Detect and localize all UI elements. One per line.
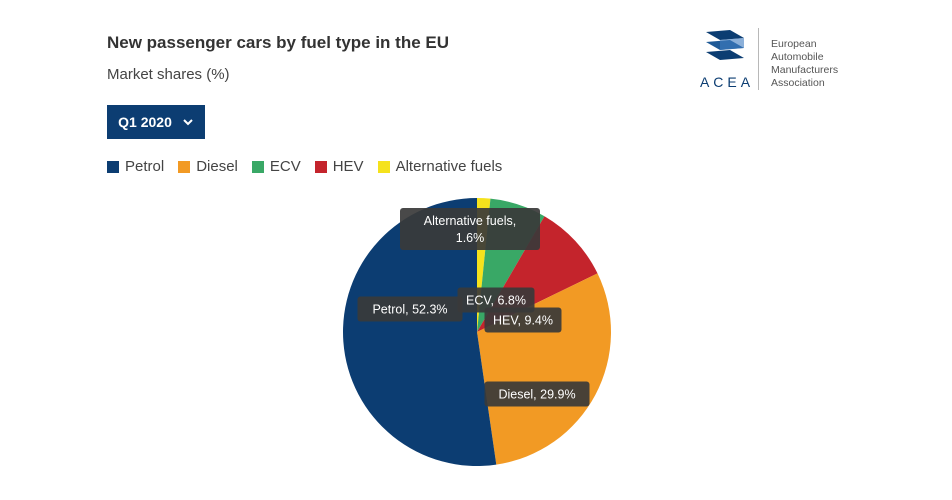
acea-name-line: European [771,38,817,50]
data-label-box [400,208,540,250]
legend-label-alternative-fuels: Alternative fuels [395,158,503,175]
legend-swatch-alternative-fuels [377,160,390,173]
data-label-box [484,381,590,407]
acea-name-line: Automobile [771,51,824,63]
period-dropdown-value: Q1 2020 [118,114,172,130]
legend-item-alternative-fuels[interactable]: Alternative fuels [377,158,503,175]
legend-label-hev: HEV [332,158,364,175]
chevron-down-icon [183,119,193,126]
data-label-alternative-fuels: Alternative fuels, 1.6% [400,208,540,250]
pie-slice-petrol[interactable] [343,198,497,466]
legend-swatch-ecv [251,160,264,173]
legend-swatch-diesel [178,160,191,173]
period-dropdown[interactable]: Q1 2020 [107,105,205,139]
legend-item-petrol[interactable]: Petrol [107,158,164,175]
data-label-hev: HEV, 9.4% [484,307,562,333]
data-label-box [357,296,463,322]
legend-item-ecv[interactable]: ECV [251,158,301,175]
data-label-text: Petrol, 52.3% [372,303,447,317]
data-label-box [457,287,535,313]
data-label-text: ECV, 6.8% [466,294,526,308]
legend-label-ecv: ECV [269,158,301,175]
acea-acronym: ACEA [699,74,755,90]
acea-name-line: Manufacturers [771,64,839,76]
legend-swatch-petrol [107,160,119,173]
acea-full-name: European Automobile Manufacturers Associ… [771,38,838,90]
acea-name-line: Association [771,77,825,89]
data-label-text: 1.6% [456,231,485,245]
legend-item-diesel[interactable]: Diesel [178,158,238,175]
chart-subtitle: Market shares (%) [107,66,230,83]
legend-label-diesel: Diesel [196,158,238,175]
data-label-text: Diesel, 29.9% [498,388,575,402]
legend-item-hev[interactable]: HEV [314,158,364,175]
logo-divider [758,28,759,90]
data-label-text: Alternative fuels, [424,214,516,228]
chart-title: New passenger cars by fuel type in the E… [107,33,450,52]
acea-logo: ACEA European Automobile Manufacturers A… [700,28,838,90]
data-label-box [484,307,562,333]
data-label-diesel: Diesel, 29.9% [484,381,590,407]
data-label-ecv: ECV, 6.8% [457,287,535,313]
chart-legend: Petrol Diesel ECV HEV Alternative fuels [107,158,502,175]
legend-label-petrol: Petrol [125,158,165,175]
data-label-text: HEV, 9.4% [493,314,553,328]
acea-logo-icon [706,30,744,60]
legend-swatch-hev [314,160,327,173]
data-label-petrol: Petrol, 52.3% [357,296,463,322]
